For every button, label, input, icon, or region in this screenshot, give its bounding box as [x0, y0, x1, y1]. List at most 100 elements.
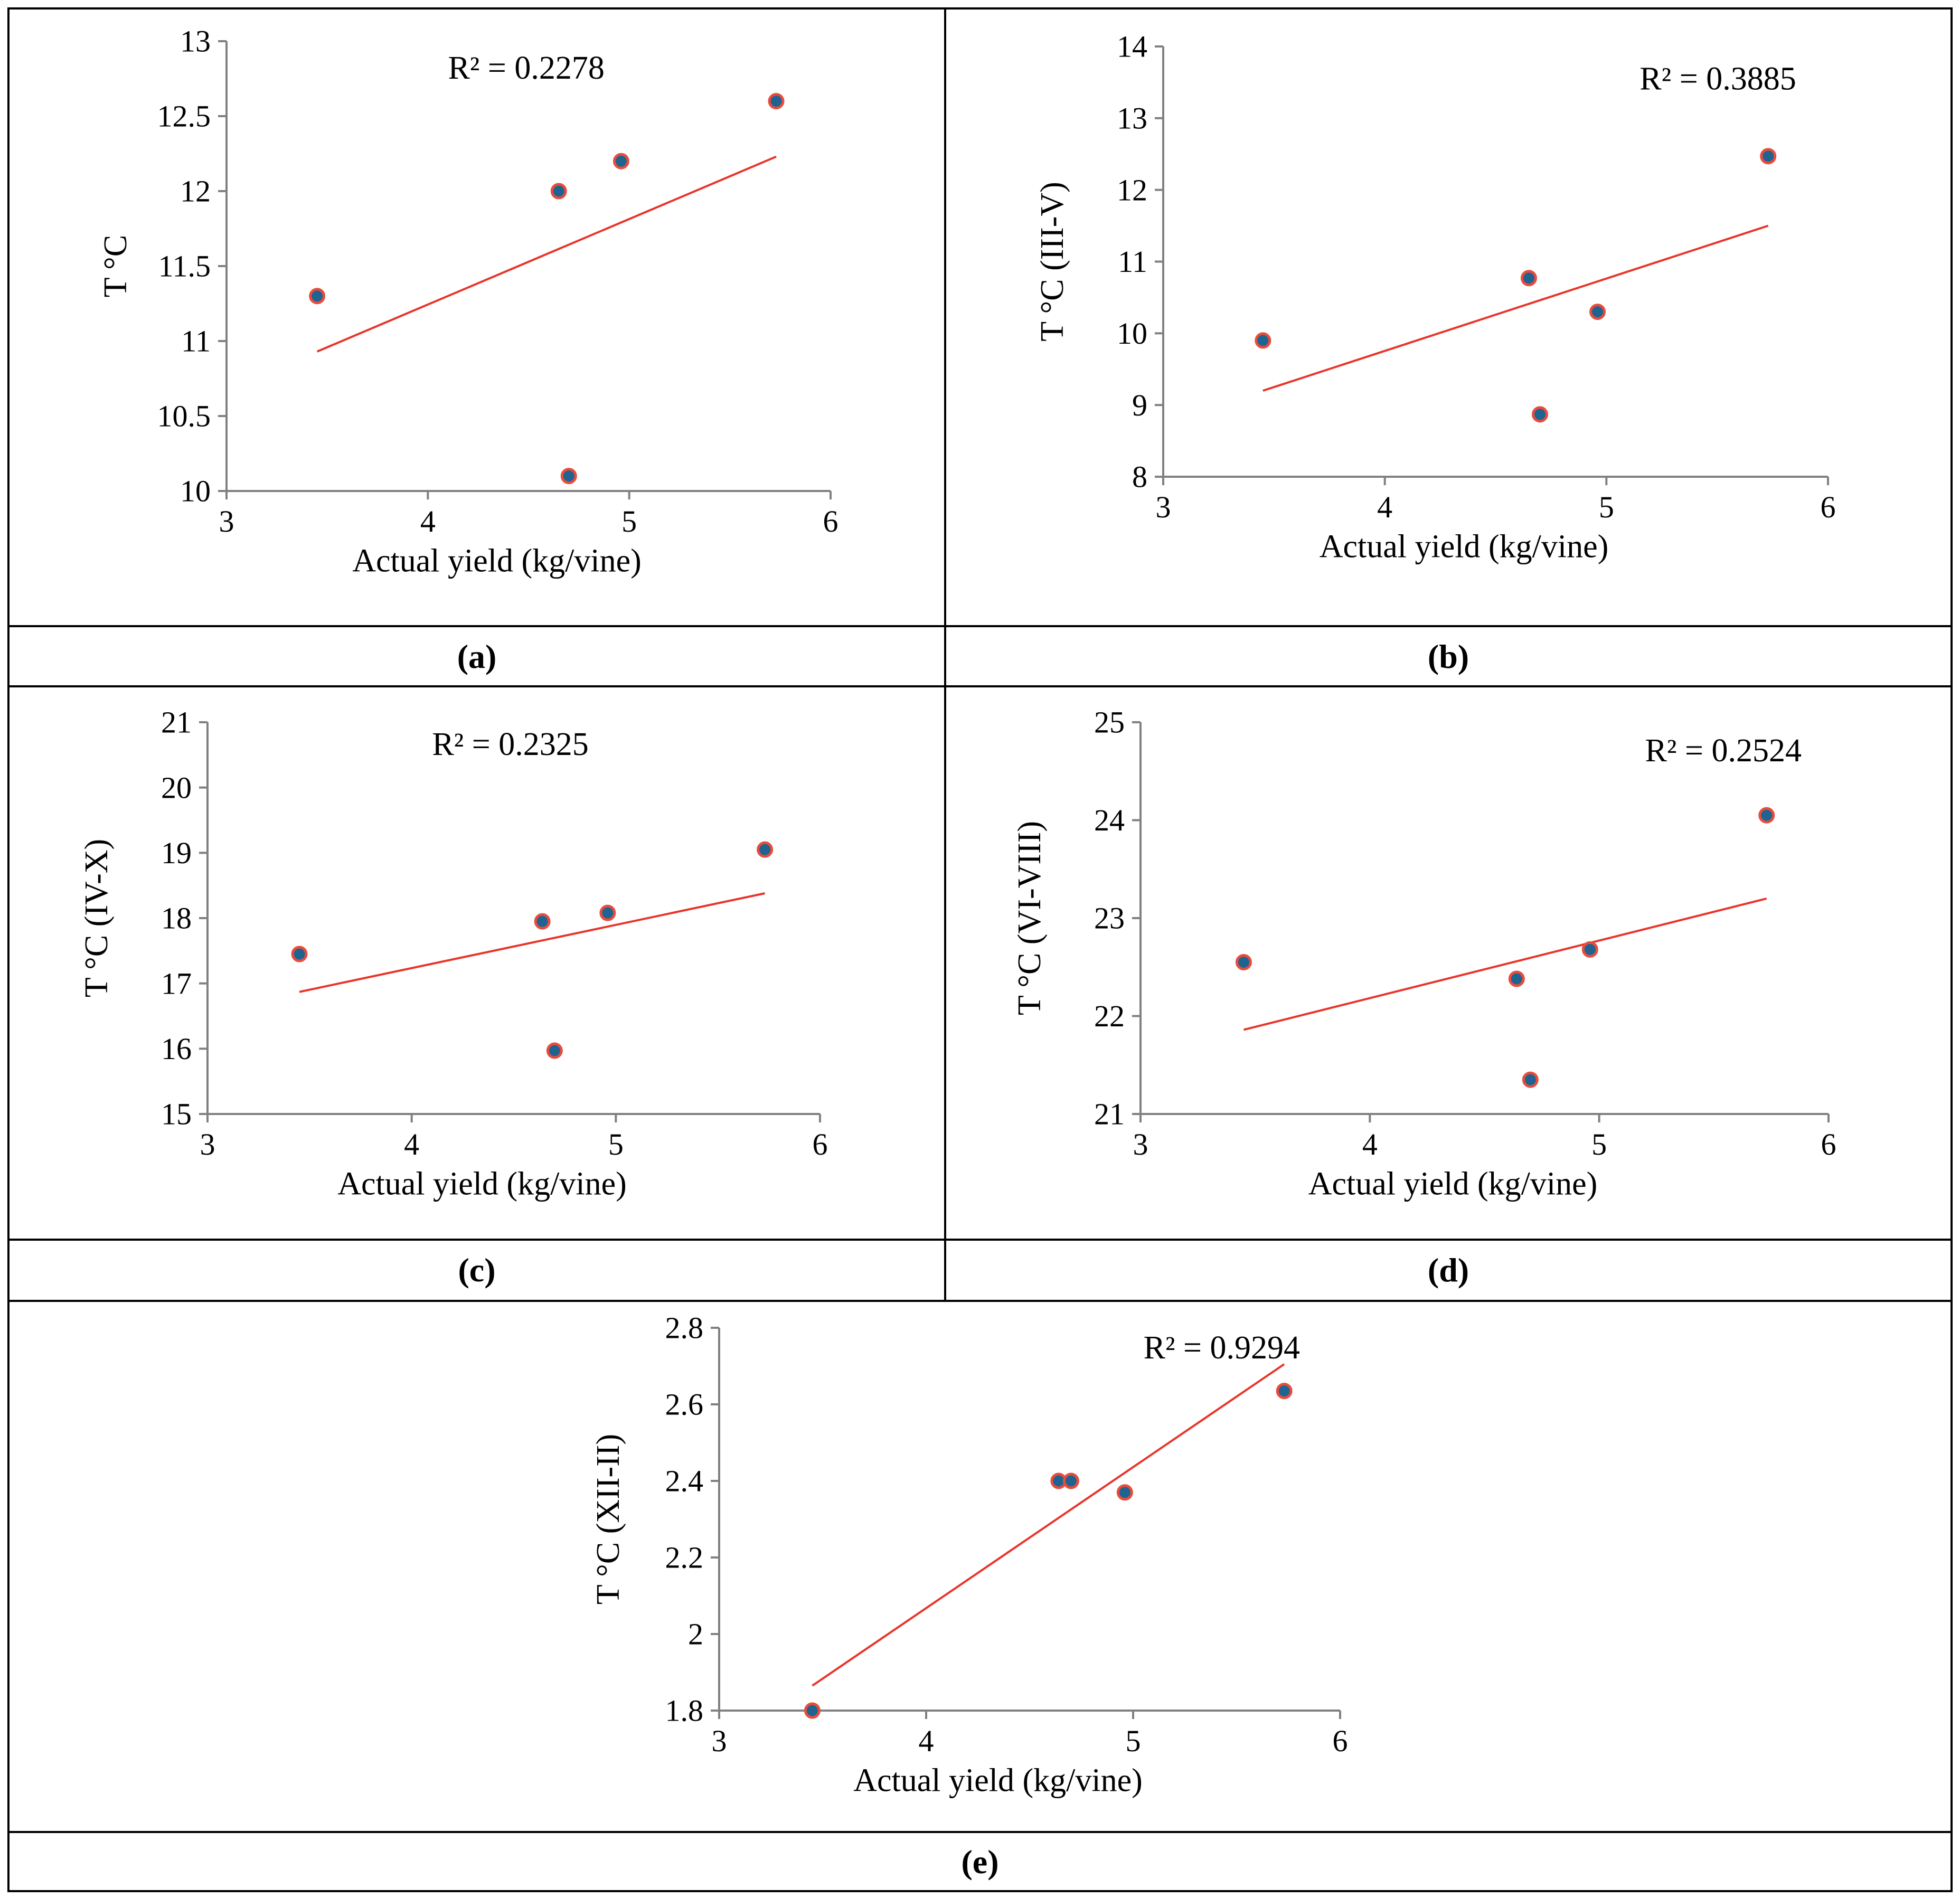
y-tick-label: 1.8	[665, 1694, 704, 1728]
y-tick-label: 17	[161, 966, 192, 1000]
x-tick-label: 6	[1333, 1724, 1348, 1758]
x-axis-label: Actual yield (kg/vine)	[337, 1166, 627, 1202]
data-point	[1520, 270, 1537, 287]
data-point	[599, 904, 616, 921]
caption-letter: b	[1439, 638, 1458, 675]
data-point	[560, 468, 577, 485]
y-tick-label: 10	[1117, 316, 1147, 351]
caption-paren: )	[485, 638, 497, 675]
trendline	[1243, 897, 1767, 1031]
x-tick-label: 3	[219, 504, 234, 539]
y-axis-label: T °C (III-V)	[1034, 182, 1070, 342]
x-tick-label: 5	[1591, 1127, 1607, 1162]
data-point	[1235, 953, 1252, 970]
data-point	[1116, 1484, 1133, 1501]
y-tick-label: 25	[1094, 705, 1125, 740]
trendline	[1262, 224, 1769, 392]
x-tick-label: 6	[813, 1127, 828, 1162]
data-point	[550, 183, 567, 200]
r-squared-label: R² = 0.9294	[1144, 1330, 1300, 1366]
y-tick-label: 10.5	[157, 399, 211, 433]
y-tick-label: 21	[161, 705, 192, 740]
caption-paren: (	[457, 638, 468, 675]
trendline	[316, 155, 777, 353]
y-tick-label: 24	[1094, 803, 1125, 837]
y-axis-label: T °C (VI-VIII)	[1012, 821, 1048, 1015]
r-squared-label: R² = 0.2278	[448, 50, 604, 86]
y-tick-label: 11	[181, 324, 211, 358]
r-squared-label: R² = 0.2325	[432, 726, 588, 762]
panel-a-caption: (a)	[7, 640, 946, 674]
data-point	[1531, 406, 1548, 423]
data-point	[1758, 807, 1775, 824]
caption-letter: (c)	[458, 1251, 496, 1289]
data-point	[309, 288, 326, 305]
data-point	[1760, 148, 1777, 165]
x-axis-label: Actual yield (kg/vine)	[1308, 1166, 1598, 1202]
y-tick-label: 21	[1094, 1097, 1125, 1131]
x-tick-label: 4	[1377, 490, 1392, 524]
x-tick-label: 5	[1126, 1724, 1141, 1758]
x-tick-label: 4	[919, 1724, 934, 1758]
data-point	[768, 93, 785, 110]
y-tick-label: 10	[180, 474, 211, 508]
panel-b-caption: (b)	[944, 640, 1953, 674]
y-tick-label: 2.6	[665, 1387, 704, 1422]
y-tick-label: 23	[1094, 901, 1125, 936]
y-tick-label: 18	[161, 901, 192, 936]
data-point	[1522, 1071, 1539, 1088]
y-tick-label: 22	[1094, 999, 1125, 1033]
trendline	[812, 1363, 1285, 1687]
trendline	[299, 892, 766, 993]
r-squared-label: R² = 0.2524	[1645, 733, 1802, 769]
panel-d-caption: (d)	[944, 1253, 1953, 1287]
y-tick-label: 2.4	[665, 1464, 704, 1498]
x-tick-label: 6	[1821, 1127, 1836, 1162]
x-tick-label: 5	[621, 504, 637, 539]
y-tick-label: 11	[1118, 244, 1147, 279]
x-axis-label: Actual yield (kg/vine)	[1320, 528, 1609, 564]
y-tick-label: 12	[1117, 173, 1147, 207]
data-point	[546, 1042, 563, 1059]
r-squared-label: R² = 0.3885	[1639, 61, 1796, 97]
y-tick-label: 2.8	[665, 1311, 704, 1345]
caption-letter: (e)	[961, 1843, 999, 1881]
panel-e-caption-frame	[7, 1831, 1953, 1892]
data-point	[612, 153, 629, 169]
data-point	[1276, 1383, 1293, 1400]
y-tick-label: 19	[161, 836, 192, 870]
y-tick-label: 13	[1117, 101, 1147, 136]
y-tick-label: 12.5	[157, 99, 211, 134]
caption-paren: (	[1427, 638, 1439, 675]
y-tick-label: 12	[180, 174, 211, 209]
y-tick-label: 20	[161, 770, 192, 805]
data-point	[1255, 332, 1271, 349]
x-tick-label: 3	[1133, 1127, 1148, 1162]
y-tick-label: 15	[161, 1097, 192, 1131]
panel-c-caption: (c)	[7, 1253, 946, 1287]
y-tick-label: 2.2	[665, 1541, 704, 1575]
y-axis-label: T °C (XII-II)	[590, 1434, 626, 1604]
x-tick-label: 5	[608, 1127, 624, 1162]
x-tick-label: 5	[1599, 490, 1614, 524]
data-point	[1581, 941, 1598, 958]
x-tick-label: 4	[1362, 1127, 1378, 1162]
x-tick-label: 6	[1821, 490, 1836, 524]
y-tick-label: 13	[180, 24, 211, 59]
y-tick-label: 9	[1132, 388, 1147, 422]
y-tick-label: 16	[161, 1032, 192, 1066]
data-point	[804, 1702, 821, 1719]
x-tick-label: 6	[823, 504, 838, 539]
data-point	[1508, 970, 1525, 987]
y-axis-label: T °C	[98, 235, 134, 297]
x-axis-label: Actual yield (kg/vine)	[853, 1762, 1143, 1798]
caption-letter: (d)	[1427, 1251, 1469, 1289]
x-tick-label: 3	[1156, 490, 1171, 524]
data-point	[534, 913, 551, 930]
data-point	[1062, 1472, 1079, 1489]
